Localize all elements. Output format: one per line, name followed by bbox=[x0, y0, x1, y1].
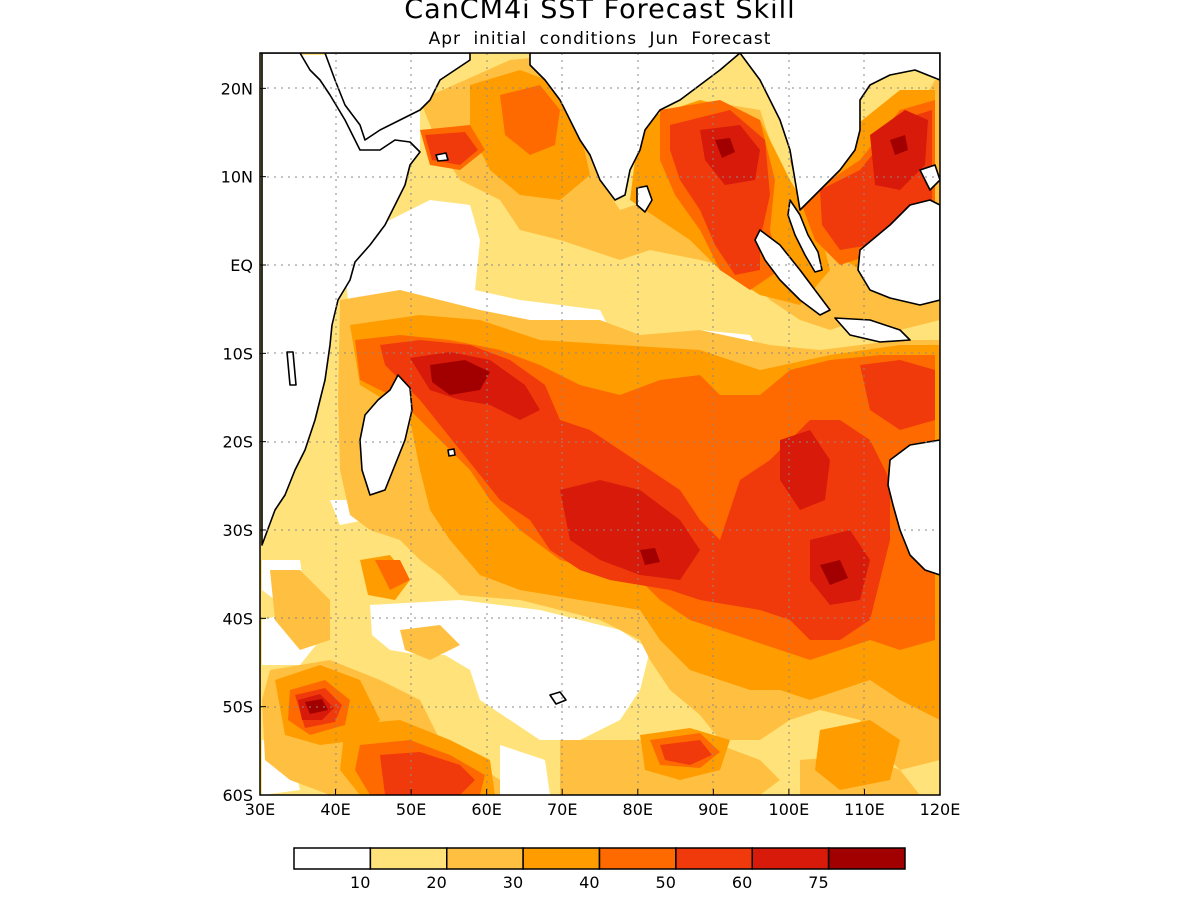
x-tick-label: 110E bbox=[844, 800, 885, 819]
colorbar-swatch bbox=[522, 847, 601, 870]
kerguelen-island bbox=[549, 691, 567, 705]
map-frame bbox=[259, 52, 941, 796]
southeast-asia-landmass bbox=[739, 53, 940, 211]
map-gridlines bbox=[260, 53, 940, 795]
y-tick-label: 20N bbox=[221, 79, 253, 98]
borneo-landmass bbox=[857, 199, 940, 306]
india-landmass bbox=[529, 53, 741, 201]
colorbar-swatch bbox=[293, 847, 372, 870]
arabia-landmass bbox=[324, 53, 471, 141]
x-tick-label: 60E bbox=[471, 800, 501, 819]
x-tick-label: 80E bbox=[623, 800, 653, 819]
colorbar-label: 50 bbox=[656, 873, 676, 892]
x-tick-label: 100E bbox=[769, 800, 810, 819]
madagascar-landmass bbox=[359, 374, 413, 496]
comoros-island bbox=[286, 351, 297, 386]
colorbar-label: 10 bbox=[350, 873, 370, 892]
skill-field bbox=[260, 53, 940, 795]
colorbar-label: 40 bbox=[579, 873, 599, 892]
y-tick-label: EQ bbox=[230, 256, 253, 275]
x-tick-label: 50E bbox=[396, 800, 426, 819]
map-subtitle: Apr initial conditions Jun Forecast bbox=[428, 29, 772, 49]
colorbar-label: 30 bbox=[503, 873, 523, 892]
colorbar-swatch bbox=[446, 847, 524, 870]
map-title: CanCM4i SST Forecast Skill bbox=[404, 0, 796, 25]
x-tick-label: 120E bbox=[920, 800, 961, 819]
mauritius-island bbox=[447, 448, 456, 457]
x-tick-label: 40E bbox=[320, 800, 350, 819]
colorbar-swatch bbox=[369, 847, 448, 870]
malay-peninsula bbox=[787, 199, 823, 273]
sumatra-landmass bbox=[754, 229, 831, 316]
sri-lanka-landmass bbox=[636, 185, 653, 213]
colorbar: 10 20 30 40 50 60 75 bbox=[293, 847, 906, 892]
java-landmass bbox=[834, 317, 911, 343]
x-axis: 30E 40E 50E 60E 70E 80E 90E 100E 110E 120E bbox=[245, 789, 961, 819]
socotra-island bbox=[435, 152, 449, 162]
colorbar-swatch bbox=[751, 847, 830, 870]
y-tick-label: 20S bbox=[222, 433, 253, 452]
philippines-landmass bbox=[919, 164, 940, 191]
y-tick-label: 10N bbox=[221, 168, 253, 187]
africa-landmass bbox=[261, 53, 421, 546]
colorbar-swatch bbox=[675, 847, 753, 870]
y-tick-label: 50S bbox=[222, 698, 253, 717]
y-tick-label: 60S bbox=[222, 786, 253, 805]
colorbar-swatch bbox=[827, 847, 906, 870]
y-tick-label: 10S bbox=[222, 344, 253, 363]
y-tick-label: 30S bbox=[222, 521, 253, 540]
colorbar-label: 75 bbox=[808, 873, 828, 892]
x-tick-label: 90E bbox=[698, 800, 728, 819]
x-tick-label: 30E bbox=[245, 800, 275, 819]
x-tick-label: 70E bbox=[547, 800, 577, 819]
y-tick-label: 40S bbox=[222, 609, 253, 628]
colorbar-swatch bbox=[598, 847, 677, 870]
colorbar-label: 60 bbox=[732, 873, 752, 892]
y-axis: 20N 10N EQ 10S 20S 30S 40S 50S 60S bbox=[221, 79, 266, 805]
colorbar-label: 20 bbox=[426, 873, 446, 892]
